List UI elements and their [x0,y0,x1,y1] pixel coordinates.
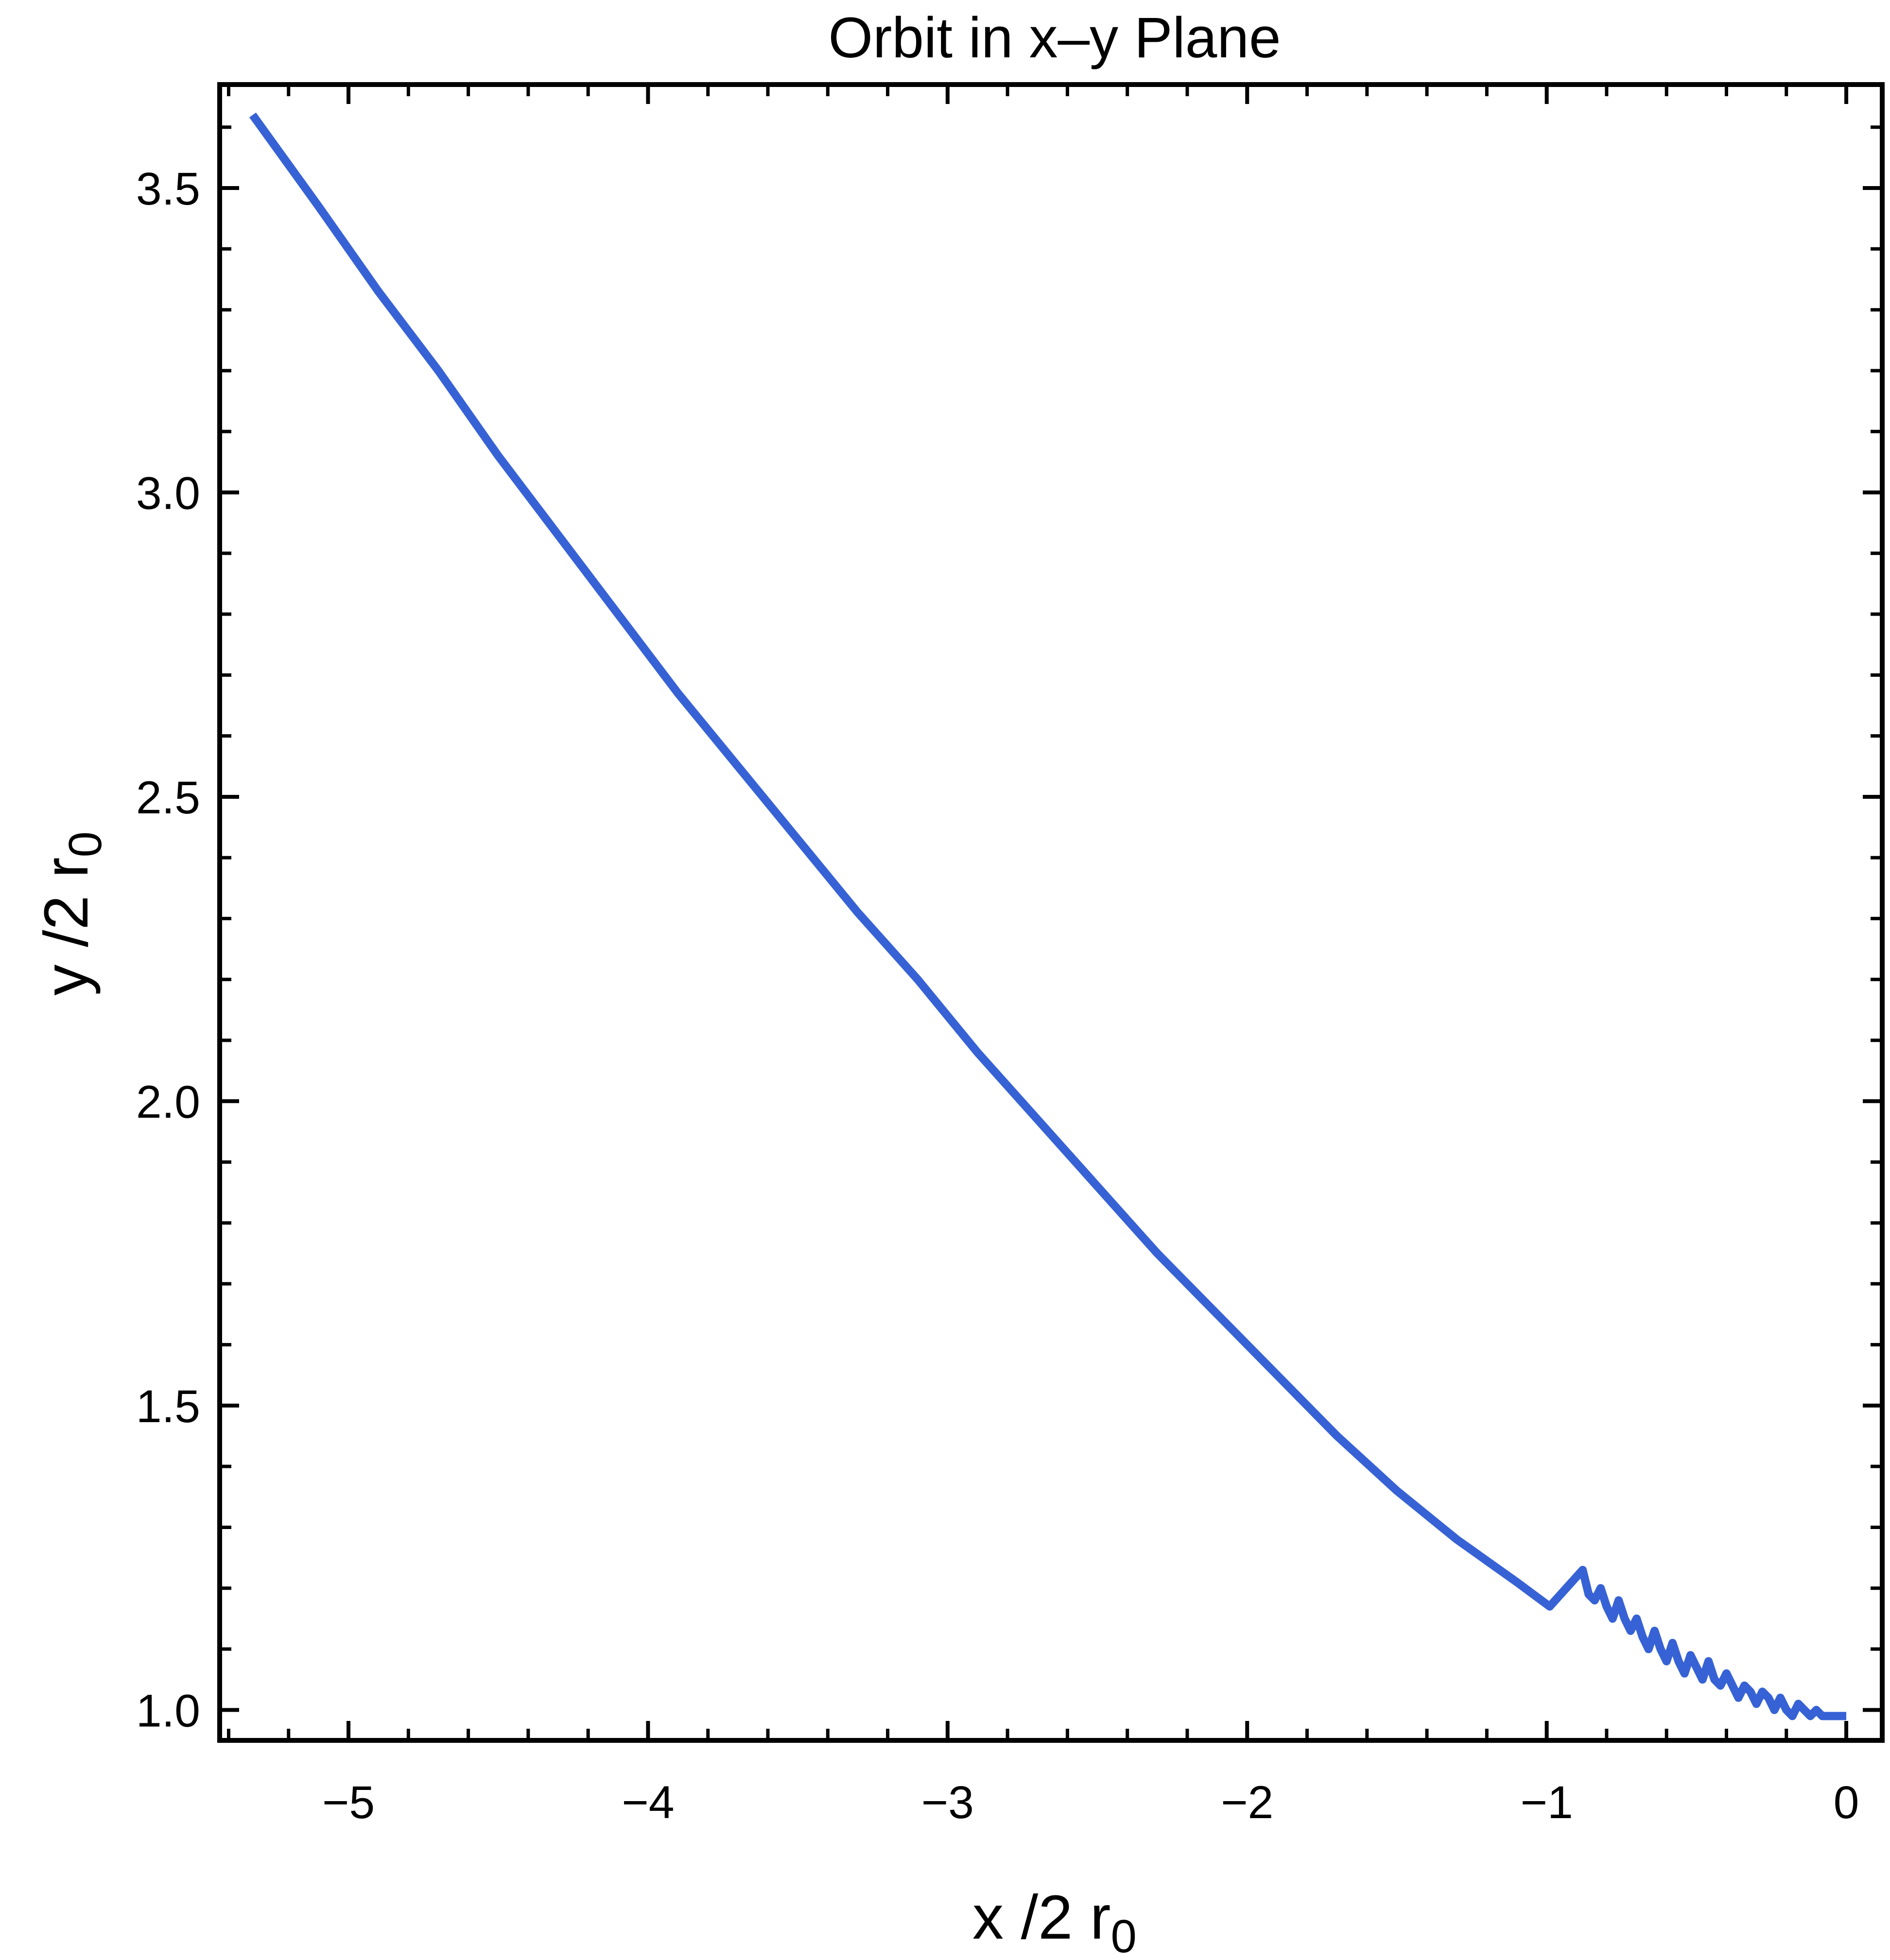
y-tick-label: 3.5 [136,163,200,215]
chart-title: Orbit in x–y Plane [828,6,1281,70]
y-axis-label-text: y /2 r [32,857,101,996]
x-axis-label: x /2 r0 [972,1883,1137,1960]
y-tick-label: 2.5 [136,772,200,824]
x-tick-label: 0 [1834,1777,1859,1828]
x-tick-label: −1 [1520,1777,1573,1828]
y-axis-label: y /2 r0 [32,831,111,996]
y-tick-label: 1.0 [136,1685,200,1736]
y-axis-ticks: 1.0 1.5 2.0 2.5 3.0 3.5 [136,125,1882,1736]
x-tick-label: −2 [1221,1777,1273,1828]
y-tick-label: 1.5 [136,1381,200,1432]
x-tick-label: −5 [322,1777,375,1828]
y-axis-label-subscript: 0 [59,831,111,857]
x-tick-label: −4 [622,1777,674,1828]
y-tick-label: 2.0 [136,1076,200,1128]
series-layer [249,112,1846,1720]
y-tick-label: 3.0 [136,467,200,519]
x-axis-ticks: −5 −4 −3 −2 −1 0 [226,85,1859,1828]
x-tick-label: −3 [921,1777,974,1828]
plot-frame [217,82,1885,1743]
x-axis-label-subscript: 0 [1111,1910,1137,1960]
x-axis-label-text: x /2 r [972,1883,1111,1952]
orbit-line [249,112,1846,1720]
